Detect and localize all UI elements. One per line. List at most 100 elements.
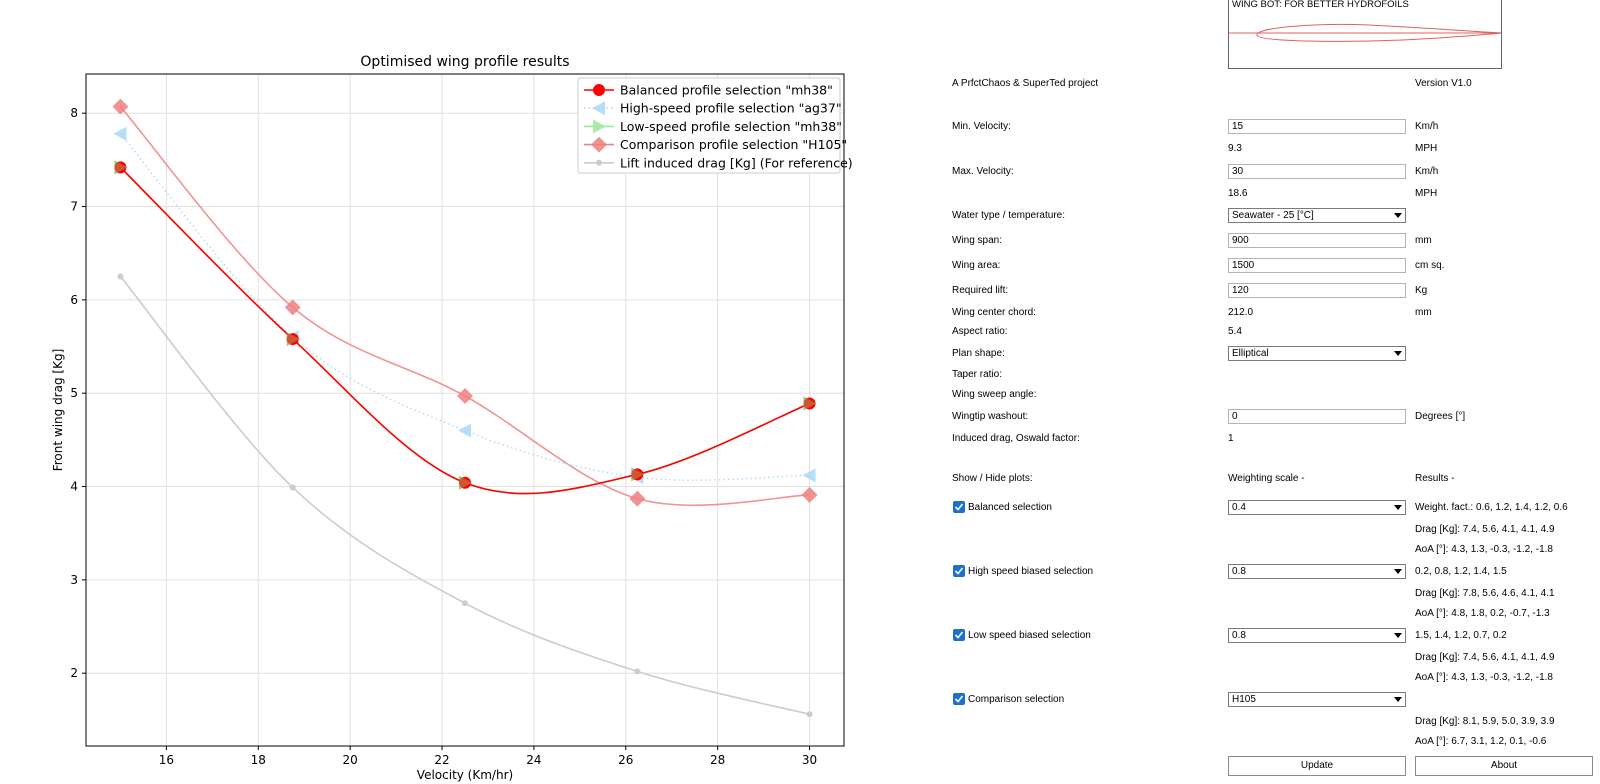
chart-svg: 16 18 20 22 24 26 28 30 2 3 4 5 6 7 8 Optimised wing p… [51, 54, 853, 782]
low-speed-weight-value: 0.8 [1232, 630, 1246, 641]
legend-box [577, 77, 841, 174]
center-chord-value: 212.0 [1228, 307, 1254, 318]
y-axis-label: Front wing drag [Kg] [51, 349, 65, 472]
comparison-marker [629, 490, 646, 507]
hydrofoil-profile-icon [1229, 23, 1501, 42]
chevron-down-icon [1394, 569, 1402, 574]
x-tick-label: 30 [802, 753, 817, 767]
high-speed-aoa: AoA [°]: 4.8, 1.8, 0.2, -0.7, -1.3 [1415, 608, 1550, 619]
drag-chart: 16 18 20 22 24 26 28 30 2 3 4 5 6 7 8 Optimised wing p… [51, 54, 853, 782]
low-speed-overlay-marker [631, 467, 645, 482]
x-tick-label: 16 [159, 753, 174, 767]
chart-title: Optimised wing profile results [360, 54, 569, 70]
water-type-value: Seawater - 25 [°C] [1232, 210, 1314, 221]
max-velocity-label: Max. Velocity: [952, 166, 1014, 177]
lift-drag-marker [462, 600, 468, 607]
wing-span-label: Wing span: [952, 235, 1003, 246]
comparison-profile-value: H105 [1232, 694, 1256, 705]
high-speed-marker [113, 126, 127, 141]
legend-label: Lift induced drag [Kg] (For reference) [620, 155, 853, 170]
center-chord-label: Wing center chord: [952, 307, 1036, 318]
required-lift-unit: Kg [1415, 285, 1428, 296]
balanced-label: Balanced selection [968, 502, 1052, 513]
legend-marker [593, 84, 605, 96]
balanced-checkbox[interactable] [953, 501, 965, 513]
max-velocity-mph-unit: MPH [1415, 188, 1438, 199]
grid-layer [86, 74, 844, 746]
legend-marker [596, 159, 602, 166]
y-tick-label: 2 [70, 666, 78, 680]
balanced-weight-select[interactable]: 0.4 [1228, 500, 1406, 515]
comparison-aoa: AoA [°]: 6.7, 3.1, 1.2, 0.1, -0.6 [1415, 736, 1547, 747]
wing-span-input[interactable]: 900 [1228, 233, 1406, 248]
low-speed-overlay-marker [459, 475, 472, 490]
aspect-ratio-label: Aspect ratio: [952, 326, 1008, 337]
low-speed-overlay-marker [286, 332, 300, 347]
water-type-label: Water type / temperature: [952, 210, 1066, 221]
balanced-weight-factors: Weight. fact.: 0.6, 1.2, 1.4, 1.2, 0.6 [1415, 502, 1568, 513]
x-tick-label: 28 [710, 753, 725, 767]
x-tick-label: 24 [526, 753, 541, 767]
low-speed-label: Low speed biased selection [968, 630, 1091, 641]
lift-drag-marker [117, 273, 124, 280]
washout-input[interactable]: 0 [1228, 409, 1406, 424]
legend: Balanced profile selection "mh38" High-sp… [577, 77, 853, 174]
low-speed-overlay-marker [114, 160, 128, 175]
update-button[interactable]: Update [1228, 756, 1406, 776]
wing-area-label: Wing area: [952, 260, 1001, 271]
high-speed-checkbox[interactable] [953, 565, 965, 577]
checkmark-icon [954, 695, 964, 703]
oswald-label: Induced drag, Oswald factor: [952, 433, 1080, 444]
low-speed-weight-select[interactable]: 0.8 [1228, 628, 1406, 643]
low-speed-checkbox[interactable] [953, 629, 965, 641]
plan-shape-value: Elliptical [1232, 348, 1269, 359]
wing-area-input[interactable]: 1500 [1228, 258, 1406, 273]
lift-drag-marker [289, 484, 296, 491]
comparison-profile-select[interactable]: H105 [1228, 692, 1406, 707]
about-button[interactable]: About [1415, 756, 1593, 776]
max-velocity-mph: 18.6 [1228, 188, 1248, 199]
min-velocity-input[interactable]: 15 [1228, 119, 1406, 134]
min-velocity-label: Min. Velocity: [952, 121, 1011, 132]
checkmark-icon [954, 567, 964, 575]
high-speed-weight-select[interactable]: 0.8 [1228, 564, 1406, 579]
version-text: Version V1.0 [1415, 78, 1472, 89]
logo-text: WING BOT: FOR BETTER HYDROFOILS [1232, 0, 1409, 10]
lift-drag-line [119, 276, 810, 716]
comparison-marker [284, 299, 301, 316]
legend-label: Low-speed profile selection "mh38" [620, 119, 842, 134]
high-speed-drag: Drag [Kg]: 7.8, 5.6, 4.6, 4.1, 4.1 [1415, 588, 1555, 599]
comparison-marker [112, 98, 129, 115]
low-speed-aoa: AoA [°]: 4.3, 1.3, -0.3, -1.2, -1.8 [1415, 672, 1553, 683]
aspect-ratio-value: 5.4 [1228, 326, 1242, 337]
x-tick-label: 18 [251, 753, 266, 767]
lift-drag-marker [806, 711, 813, 718]
tick-layer: 16 18 20 22 24 26 28 30 2 3 4 5 6 7 8 [70, 106, 817, 767]
legend-label: Comparison profile selection "H105" [620, 137, 847, 152]
weighting-header: Weighting scale - [1228, 473, 1305, 484]
low-speed-line [119, 166, 810, 495]
max-velocity-input[interactable]: 30 [1228, 164, 1406, 179]
comparison-checkbox[interactable] [953, 693, 965, 705]
results-header: Results - [1415, 473, 1455, 484]
plan-shape-select[interactable]: Elliptical [1228, 346, 1406, 361]
max-velocity-unit: Km/h [1415, 166, 1439, 177]
water-type-select[interactable]: Seawater - 25 [°C] [1228, 208, 1406, 223]
legend-label: High-speed profile selection "ag37" [620, 101, 842, 116]
high-speed-weight-factors: 0.2, 0.8, 1.2, 1.4, 1.5 [1415, 566, 1507, 577]
comparison-drag: Drag [Kg]: 8.1, 5.9, 5.0, 3.9, 3.9 [1415, 716, 1555, 727]
chevron-down-icon [1394, 351, 1402, 356]
legend-marker [592, 101, 605, 116]
balanced-weight-value: 0.4 [1232, 502, 1246, 513]
y-tick-label: 5 [70, 386, 78, 400]
low-speed-drag: Drag [Kg]: 7.4, 5.6, 4.1, 4.1, 4.9 [1415, 652, 1555, 663]
lift-drag-marker [634, 668, 641, 675]
chevron-down-icon [1394, 505, 1402, 510]
x-tick-label: 22 [434, 753, 449, 767]
washout-label: Wingtip washout: [952, 411, 1029, 422]
plot-frame [85, 73, 845, 747]
required-lift-input[interactable]: 120 [1228, 283, 1406, 298]
min-velocity-mph: 9.3 [1228, 143, 1242, 154]
min-velocity-unit: Km/h [1415, 121, 1439, 132]
high-speed-weight-value: 0.8 [1232, 566, 1246, 577]
